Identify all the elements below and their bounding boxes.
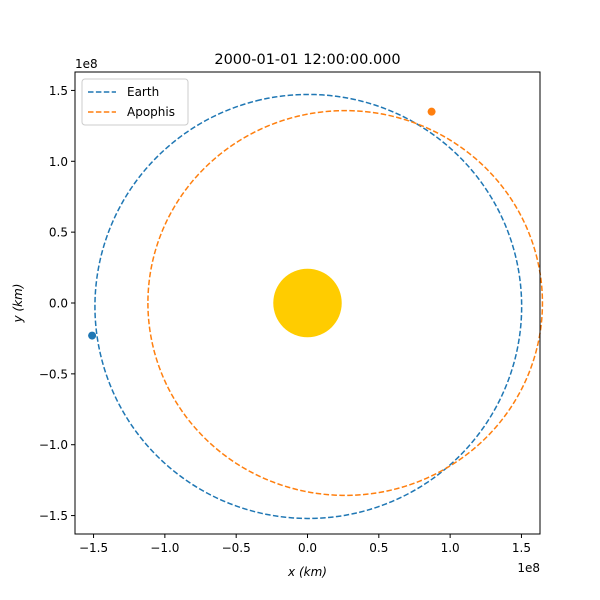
x-offset-text: 1e8 [517,561,540,575]
x-axis: −1.5 −1.0 −0.5 0.0 0.5 1.0 1.5 [79,534,531,555]
y-tick-label: −0.5 [39,367,68,381]
y-tick-label: −1.0 [39,438,68,452]
x-tick-label: 0.5 [369,541,388,555]
legend-box [81,78,189,126]
x-axis-label: x (km) [287,565,327,579]
chart-title: 2000-01-01 12:00:00.000 [214,52,400,68]
legend-label-apophis: Apophis [127,105,175,119]
x-tick-label: −1.0 [150,541,179,555]
x-tick-label: 0.0 [298,541,317,555]
y-offset-text: 1e8 [75,57,98,71]
y-tick-label: −1.5 [39,509,68,523]
x-tick-label: −0.5 [222,541,251,555]
y-tick-label: 1.5 [49,84,68,98]
orbit-earth [94,93,523,520]
orbit-apophis [147,109,544,497]
legend-label-earth: Earth [127,85,159,99]
x-tick-label: −1.5 [79,541,108,555]
x-tick-label: 1.5 [512,541,531,555]
body-marker-apophis [427,107,436,116]
y-axis-label: y (km) [11,284,25,324]
y-tick-label: 0.0 [49,297,68,311]
x-tick-label: 1.0 [441,541,460,555]
body-marker-earth [88,331,97,340]
plot-area [88,93,544,520]
sun-marker [273,268,342,338]
y-tick-label: 0.5 [49,226,68,240]
y-axis: −1.5 −1.0 −0.5 0.0 0.5 1.0 1.5 [39,84,75,523]
y-tick-label: 1.0 [49,155,68,169]
legend: Earth Apophis [81,78,189,126]
